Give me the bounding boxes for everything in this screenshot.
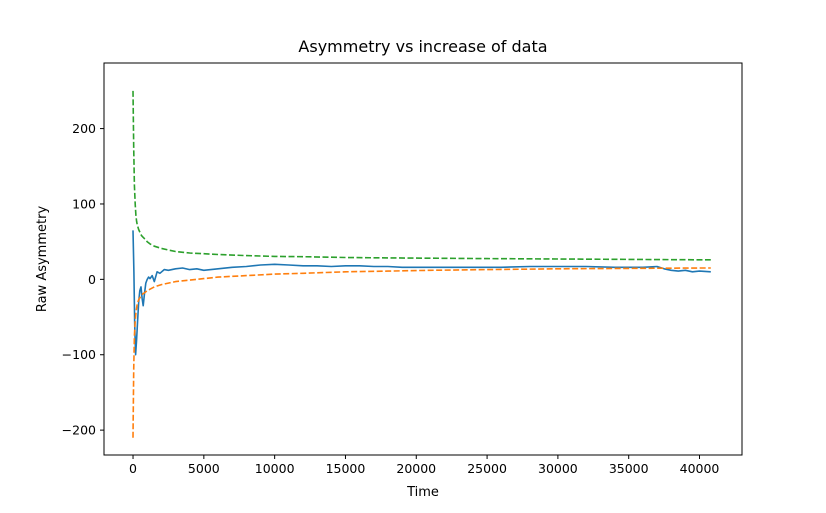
- x-tick-label: 25000: [467, 461, 507, 476]
- chart-title: Asymmetry vs increase of data: [298, 37, 547, 56]
- series-line-2: [132, 267, 711, 438]
- x-tick-label: 15000: [326, 461, 366, 476]
- y-axis-label: Raw Asymmetry: [35, 206, 50, 313]
- x-tick-label: 40000: [680, 461, 720, 476]
- y-tick-label: −100: [62, 347, 96, 362]
- x-tick-label: 20000: [396, 461, 436, 476]
- x-tick-label: 30000: [538, 461, 578, 476]
- x-tick-label: 10000: [255, 461, 295, 476]
- series-line-3: [132, 90, 711, 261]
- y-tick-label: −200: [62, 423, 96, 438]
- y-tick-label: 200: [72, 121, 96, 136]
- y-tick-label: 100: [72, 196, 96, 211]
- series-layer: [132, 90, 711, 438]
- plot-area-frame: [103, 62, 743, 456]
- series-line-1: [132, 230, 711, 356]
- y-tick-label: 0: [88, 272, 96, 287]
- x-tick-label: 35000: [609, 461, 649, 476]
- ticks-layer: 0 5000 10000 15000 20000 25000 30000 35000 40000…: [62, 121, 720, 476]
- x-tick-label: 5000: [188, 461, 220, 476]
- x-axis-label: Time: [406, 485, 439, 500]
- x-tick-label: 0: [129, 461, 137, 476]
